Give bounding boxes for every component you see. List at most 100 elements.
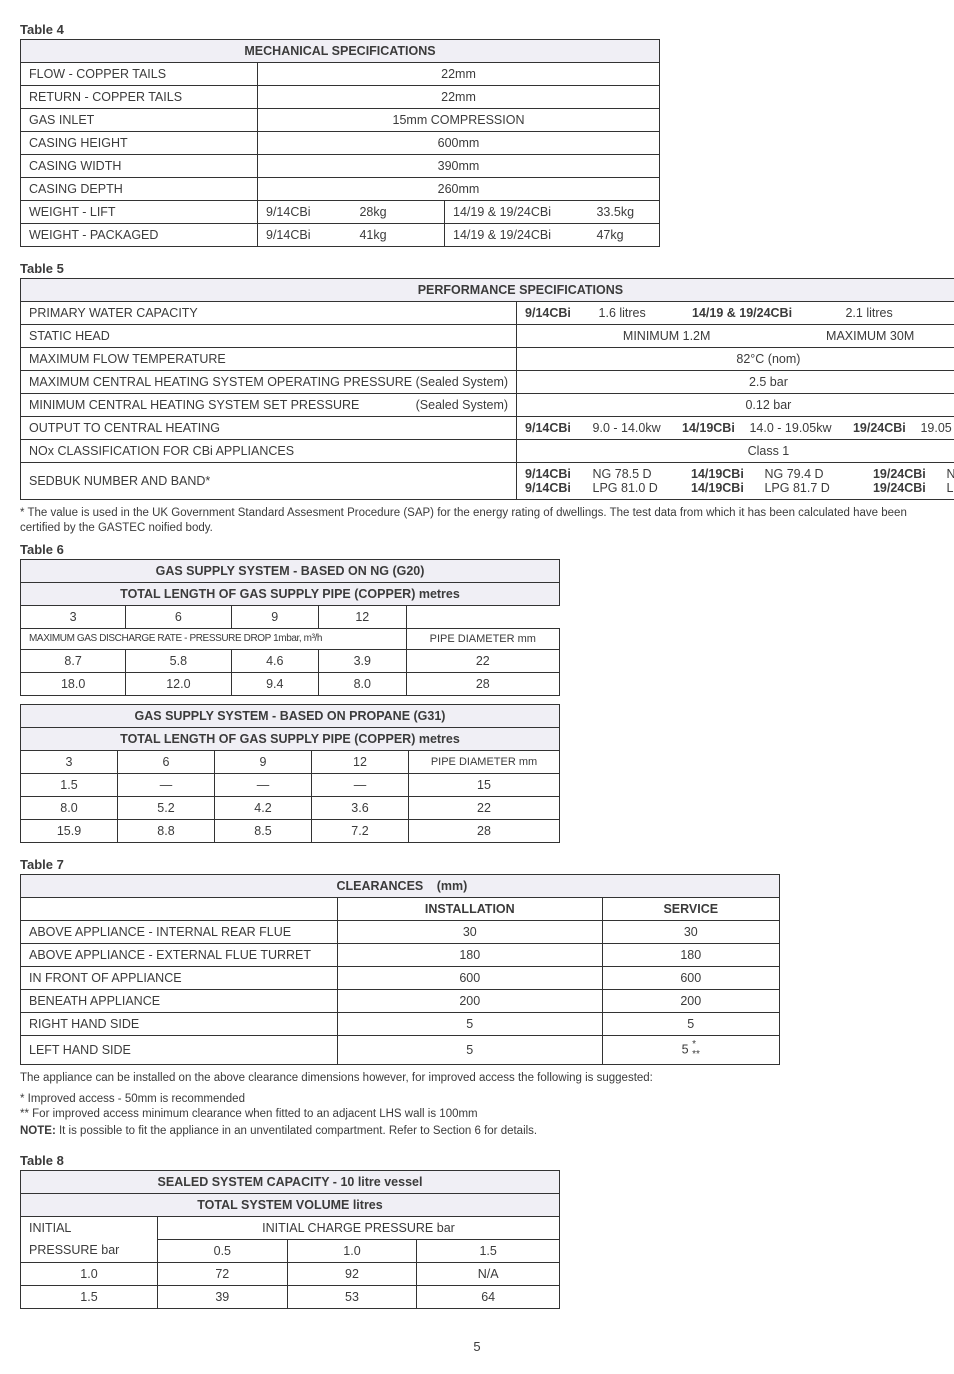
- t7-note3: ** For improved access minimum clearance…: [20, 1107, 934, 1122]
- t6a-r0c4: 22: [406, 649, 559, 672]
- t4-cd-label: CASING DEPTH: [21, 178, 258, 201]
- table6b: GAS SUPPLY SYSTEM - BASED ON PROPANE (G3…: [20, 704, 560, 843]
- t6a-rowlabel: MAXIMUM GAS DISCHARGE RATE - PRESSURE DR…: [21, 628, 407, 649]
- table4-label: Table 4: [20, 22, 934, 37]
- t4-wp-c2: 14/19 & 19/24CBi 47kg: [445, 224, 660, 247]
- t7-r1-a: 180: [338, 943, 603, 966]
- t4-wl-c1b: 28kg: [359, 205, 386, 219]
- t8-r0c3: N/A: [417, 1262, 560, 1285]
- t8-title: SEALED SYSTEM CAPACITY - 10 litre vessel: [21, 1170, 560, 1193]
- t7-r2-b: 600: [602, 966, 779, 989]
- t7-title: CLEARANCES (mm): [21, 874, 780, 897]
- t5r8-l2b2: LPG 81.7 D: [764, 481, 869, 495]
- t5r6-c1: 19/24CBi: [853, 421, 906, 435]
- t7-note1: The appliance can be installed on the ab…: [20, 1071, 934, 1086]
- t4-cw-label: CASING WIDTH: [21, 155, 258, 178]
- t7-r3-label: BENEATH APPLIANCE: [21, 989, 338, 1012]
- t8-c2: 1.5: [417, 1239, 560, 1262]
- t5r8-val: 9/14CBi NG 78.5 D 14/19CBi NG 79.4 D 19/…: [517, 463, 954, 500]
- table8: SEALED SYSTEM CAPACITY - 10 litre vessel…: [20, 1170, 560, 1309]
- t5r6-a1: 9/14CBi: [525, 421, 571, 435]
- t5r8-label: SEDBUK NUMBER AND BAND*: [21, 463, 517, 500]
- t5r7-val: Class 1: [517, 440, 954, 463]
- t6b-r1c0: 8.0: [21, 796, 118, 819]
- t7-r5-a: 5: [338, 1035, 603, 1064]
- t4-wl-c1: 9/14CBi 28kg: [258, 201, 445, 224]
- t6b-diam: PIPE DIAMETER mm: [409, 750, 560, 773]
- t6b-r1c4: 22: [409, 796, 560, 819]
- t5r8-l1b1: 14/19CBi: [691, 467, 744, 481]
- table5: PERFORMANCE SPECIFICATIONS PRIMARY WATER…: [20, 278, 954, 500]
- t5r5-labelB: (Sealed System): [416, 398, 508, 412]
- t5r1-b1: 14/19 & 19/24CBi: [692, 306, 792, 320]
- t7-r3-b: 200: [602, 989, 779, 1012]
- t5r8-l2c1: 19/24CBi: [873, 481, 926, 495]
- t5r8-l1a1: 9/14CBi: [525, 467, 571, 481]
- t4-gas-label: GAS INLET: [21, 109, 258, 132]
- t5r6-a2: 9.0 - 14.0kw: [593, 421, 679, 435]
- t6b-r2c0: 15.9: [21, 819, 118, 842]
- t5r1-val: 9/14CBi 1.6 litres 14/19 & 19/24CBi 2.1 …: [517, 302, 954, 325]
- table7: CLEARANCES (mm) INSTALLATION SERVICE ABO…: [20, 874, 780, 1065]
- t4-cw-val: 390mm: [258, 155, 660, 178]
- t8-r1c1: 39: [158, 1285, 288, 1308]
- t4-ch-val: 600mm: [258, 132, 660, 155]
- t7-h0: [21, 897, 338, 920]
- t5r2-b: MAXIMUM 30M: [770, 329, 954, 343]
- t6a-r1c4: 28: [406, 672, 559, 695]
- t8-r0c2: 92: [287, 1262, 417, 1285]
- t8-r0c1: 72: [158, 1262, 288, 1285]
- t7-r4-label: RIGHT HAND SIDE: [21, 1012, 338, 1035]
- t4-wl-label: WEIGHT - LIFT: [21, 201, 258, 224]
- t6a-h0: 3: [21, 605, 126, 628]
- t6b-r2c2: 8.5: [215, 819, 312, 842]
- t7-r0-b: 30: [602, 920, 779, 943]
- table4-title: MECHANICAL SPECIFICATIONS: [21, 40, 660, 63]
- table8-label: Table 8: [20, 1153, 934, 1168]
- t4-wl-c1a: 9/14CBi: [266, 205, 356, 219]
- t5r5-val: 0.12 bar: [517, 394, 954, 417]
- t7-r0-a: 30: [338, 920, 603, 943]
- t7-r2-a: 600: [338, 966, 603, 989]
- t5r8-l1c2: NG 78.4 D: [946, 467, 954, 481]
- table5-title: PERFORMANCE SPECIFICATIONS: [21, 279, 954, 302]
- t6a-title: GAS SUPPLY SYSTEM - BASED ON NG (G20): [21, 559, 560, 582]
- t4-cd-val: 260mm: [258, 178, 660, 201]
- t6b-r2c1: 8.8: [118, 819, 215, 842]
- t7-r5-label: LEFT HAND SIDE: [21, 1035, 338, 1064]
- t5r8-l2b1: 14/19CBi: [691, 481, 744, 495]
- t7-title-b: (mm): [427, 879, 487, 893]
- t6a-sub: TOTAL LENGTH OF GAS SUPPLY PIPE (COPPER)…: [21, 582, 560, 605]
- t6a-h1: 6: [126, 605, 231, 628]
- t7-r5-b-num: 5: [682, 1042, 689, 1056]
- t8-sub: TOTAL SYSTEM VOLUME litres: [21, 1193, 560, 1216]
- t5r8-l2a2: LPG 81.0 D: [593, 481, 688, 495]
- t7-r2-label: IN FRONT OF APPLIANCE: [21, 966, 338, 989]
- t6b-r1c3: 3.6: [312, 796, 409, 819]
- t5r5-labelA: MINIMUM CENTRAL HEATING SYSTEM SET PRESS…: [29, 398, 349, 412]
- t6a-r0c3: 3.9: [319, 649, 407, 672]
- t4-wp-c2b: 47kg: [596, 228, 623, 242]
- t5r2-val: MINIMUM 1.2M MAXIMUM 30M: [517, 325, 954, 348]
- t7-title-a: CLEARANCES: [313, 879, 423, 893]
- t6a-r0c0: 8.7: [21, 649, 126, 672]
- t5r6-c2: 19.05 - 23.45kw: [920, 421, 954, 435]
- t6a-h3: 12: [319, 605, 407, 628]
- t4-ch-label: CASING HEIGHT: [21, 132, 258, 155]
- t4-wp-c1b: 41kg: [359, 228, 386, 242]
- t5r7-label: NOx CLASSIFICATION FOR CBi APPLIANCES: [21, 440, 517, 463]
- t5r6-val: 9/14CBi 9.0 - 14.0kw 14/19CBi 14.0 - 19.…: [517, 417, 954, 440]
- table6a: GAS SUPPLY SYSTEM - BASED ON NG (G20) TO…: [20, 559, 560, 696]
- t5r8-l1c1: 19/24CBi: [873, 467, 926, 481]
- t5r8-l2a1: 9/14CBi: [525, 481, 571, 495]
- t7-h1: INSTALLATION: [338, 897, 603, 920]
- t5r8-l1a2: NG 78.5 D: [593, 467, 688, 481]
- page-number: 5: [20, 1339, 934, 1354]
- t6a-r1c0: 18.0: [21, 672, 126, 695]
- t6a-diam: PIPE DIAMETER mm: [406, 628, 559, 649]
- t5r4-val: 2.5 bar: [517, 371, 954, 394]
- t7-r3-a: 200: [338, 989, 603, 1012]
- t6b-r0c2: —: [215, 773, 312, 796]
- t7-h2: SERVICE: [602, 897, 779, 920]
- t4-wl-c2b: 33.5kg: [596, 205, 634, 219]
